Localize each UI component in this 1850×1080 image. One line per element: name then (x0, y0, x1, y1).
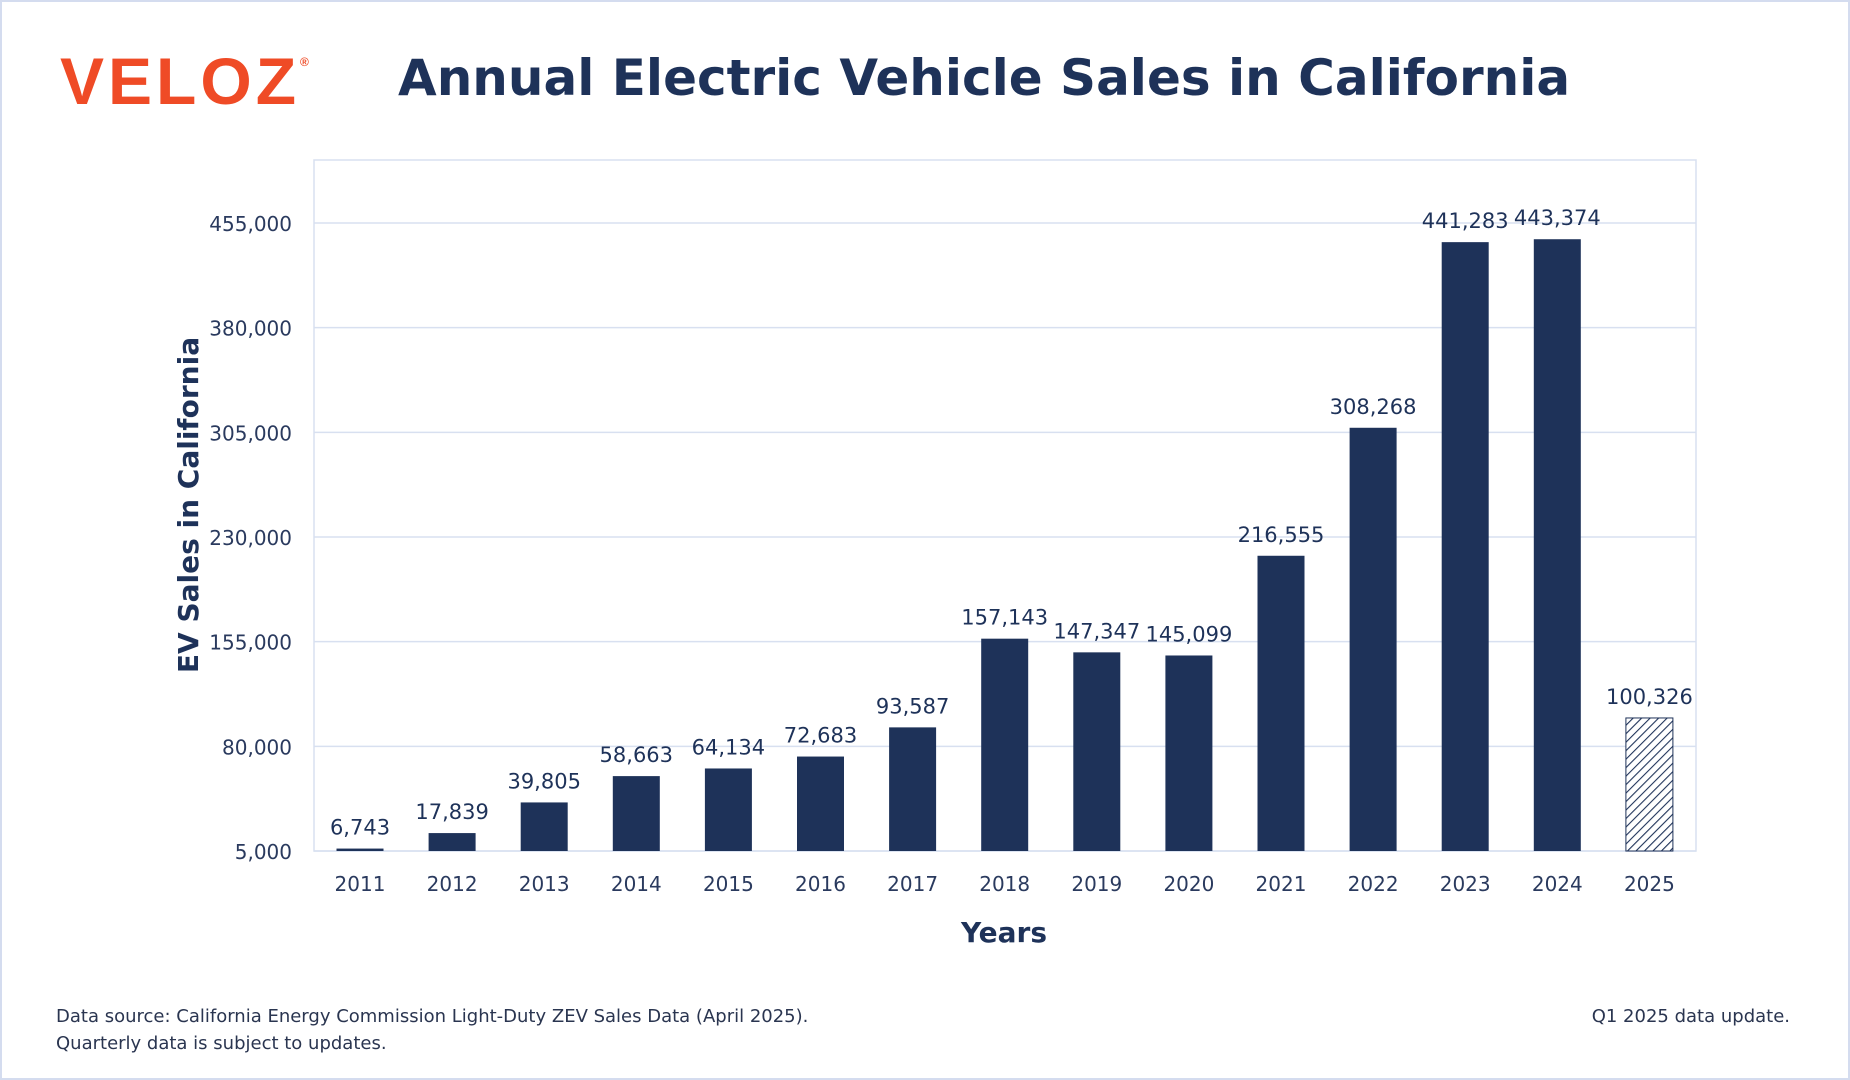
y-tick-labels: 5,000 80,000 155,000 230,000 305,000 380,000 4… (209, 212, 292, 864)
data-label: 443,374 (1514, 206, 1601, 230)
x-tick-labels: 2011 2012 2013 2014 2015 2016 2017 2018 2019 2020… (335, 872, 1675, 896)
data-label: 157,143 (961, 606, 1048, 630)
update-note: Q1 2025 data update. (1591, 1006, 1790, 1027)
x-tick-label: 2018 (979, 872, 1030, 896)
data-label: 147,347 (1053, 619, 1140, 643)
source-line-2: Quarterly data is subject to updates. (56, 1033, 387, 1054)
footer-source: Data source: California Energy Commissio… (56, 1003, 808, 1057)
data-label: 17,839 (415, 800, 488, 824)
y-tick-label: 455,000 (209, 212, 292, 236)
bar (428, 833, 476, 851)
veloz-logo: VELOZ ® (60, 46, 309, 116)
y-tick-label: 230,000 (209, 526, 292, 550)
bar (981, 638, 1029, 851)
data-label: 58,663 (600, 743, 673, 767)
bar (1349, 427, 1397, 851)
data-label: 100,326 (1606, 685, 1693, 709)
bars-group (336, 239, 1674, 852)
y-axis-label: EV Sales in California (172, 337, 205, 673)
y-tick-label: 305,000 (209, 421, 292, 445)
bar (1441, 242, 1489, 852)
bar (704, 768, 752, 851)
x-tick-label: 2021 (1256, 872, 1307, 896)
x-tick-label: 2017 (887, 872, 938, 896)
y-tick-label: 155,000 (209, 631, 292, 655)
bar (1165, 655, 1213, 851)
bar (797, 756, 844, 851)
x-tick-label: 2015 (703, 872, 754, 896)
x-tick-label: 2013 (519, 872, 570, 896)
data-label: 145,099 (1145, 622, 1232, 646)
y-tick-label: 5,000 (235, 840, 292, 864)
bar (336, 848, 384, 851)
bar (520, 802, 568, 851)
x-tick-label: 2025 (1624, 872, 1675, 896)
data-label: 441,283 (1422, 209, 1509, 233)
bar (1625, 717, 1674, 852)
bar (1533, 239, 1581, 851)
logo-text: VELOZ (60, 44, 301, 118)
data-label: 72,683 (784, 724, 857, 748)
x-tick-label: 2014 (611, 872, 662, 896)
source-line-1: Data source: California Energy Commissio… (56, 1006, 809, 1027)
x-tick-label: 2011 (335, 872, 386, 896)
bar (612, 776, 660, 851)
x-tick-label: 2019 (1071, 872, 1122, 896)
x-tick-label: 2024 (1532, 872, 1583, 896)
x-tick-label: 2023 (1440, 872, 1491, 896)
bar (1073, 652, 1121, 851)
bar (889, 727, 937, 851)
data-label: 64,134 (692, 735, 765, 759)
x-tick-label: 2016 (795, 872, 846, 896)
data-label: 308,268 (1330, 395, 1417, 419)
x-tick-label: 2012 (427, 872, 478, 896)
bar (1257, 555, 1305, 851)
x-tick-label: 2020 (1163, 872, 1214, 896)
y-tick-label: 80,000 (222, 735, 292, 759)
data-label: 6,743 (330, 816, 390, 840)
data-label: 93,587 (876, 694, 949, 718)
registered-mark: ® (300, 55, 309, 69)
data-label: 216,555 (1238, 523, 1325, 547)
page-title: Annual Electric Vehicle Sales in Califor… (398, 49, 1571, 107)
data-label: 39,805 (507, 769, 580, 793)
y-tick-label: 380,000 (209, 317, 292, 341)
x-axis-label: Years (960, 916, 1047, 949)
x-tick-label: 2022 (1348, 872, 1399, 896)
data-labels: 6,743 17,839 39,805 58,663 64,134 72,683 93,58… (330, 206, 1693, 839)
